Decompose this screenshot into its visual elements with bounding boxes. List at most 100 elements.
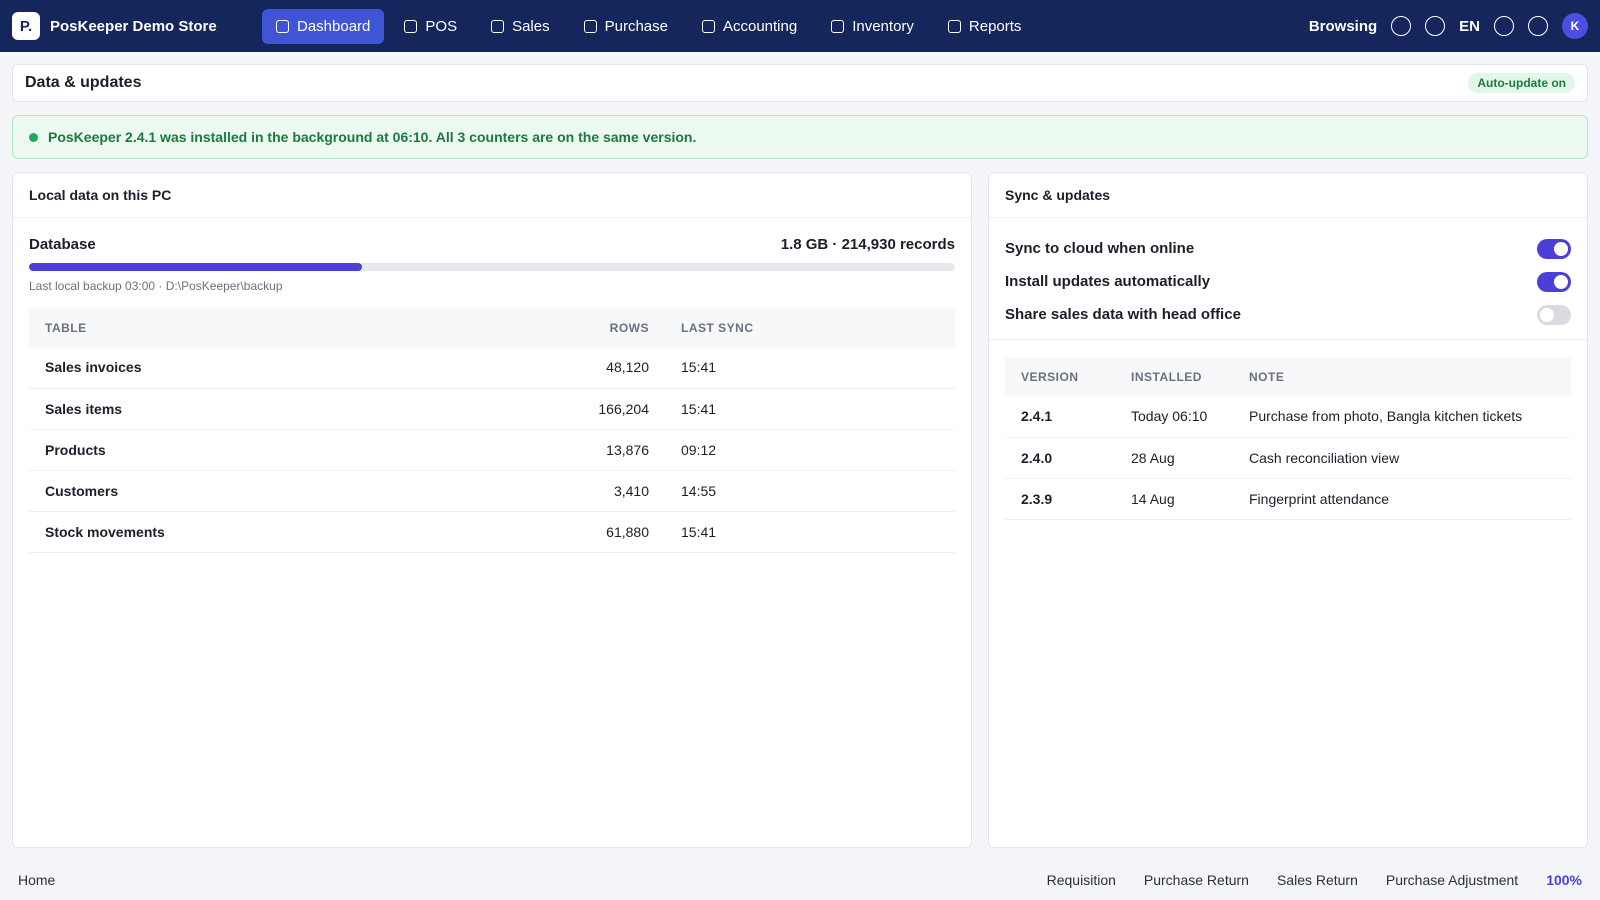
nav-inventory[interactable]: Inventory [817, 9, 928, 44]
sync-settings: Sync to cloud when online Install update… [989, 218, 1587, 340]
row-last-sync: 15:41 [665, 388, 955, 430]
row-last-sync: 15:41 [665, 511, 955, 553]
help-icon[interactable] [1425, 16, 1446, 36]
version-history-table: VERSION INSTALLED NOTE 2.4.1 Today 06:10 P… [1005, 358, 1571, 520]
row-installed: 28 Aug [1115, 437, 1233, 479]
setting-sync-cloud: Sync to cloud when online [1005, 232, 1571, 265]
local-tables-table: TABLE ROWS LAST SYNC Sales invoices 48,12… [29, 309, 955, 553]
column-header-rows: ROWS [505, 309, 665, 347]
dashboard-icon [276, 19, 289, 33]
row-last-sync: 14:55 [665, 470, 955, 512]
column-header-last-sync: LAST SYNC [665, 309, 955, 347]
row-note: Purchase from photo, Bangla kitchen tick… [1233, 396, 1571, 438]
table-row[interactable]: Stock movements 61,880 15:41 [29, 511, 955, 553]
row-count: 3,410 [505, 470, 665, 512]
table-row[interactable]: Sales invoices 48,120 15:41 [29, 347, 955, 389]
sync-cloud-toggle[interactable] [1537, 238, 1571, 259]
row-name: Sales invoices [29, 347, 505, 389]
theme-icon[interactable] [1528, 16, 1548, 36]
avatar[interactable]: K [1562, 13, 1588, 39]
row-version: 2.3.9 [1005, 478, 1115, 520]
notification-icon[interactable] [1391, 16, 1412, 36]
local-data-panel: Local data on this PC Database 1.8 GB · … [12, 172, 972, 848]
top-right-controls: Browsing EN K [1309, 13, 1588, 39]
setting-label: Install updates automatically [1005, 273, 1211, 290]
store-name: PosKeeper Demo Store [50, 17, 217, 35]
panel-title: Local data on this PC [13, 173, 971, 218]
page-header: Data & updates Auto-update on [12, 64, 1588, 102]
footer-link-purchase-return[interactable]: Purchase Return [1143, 872, 1249, 888]
row-note: Cash reconciliation view [1233, 437, 1571, 479]
nav-label: Sales [512, 17, 550, 35]
row-installed: 14 Aug [1115, 478, 1233, 520]
row-count: 48,120 [505, 347, 665, 389]
page-title: Data & updates [25, 74, 142, 91]
row-last-sync: 15:41 [665, 347, 955, 389]
row-name: Products [29, 429, 505, 471]
nav-reports[interactable]: Reports [934, 9, 1036, 44]
install-banner: PosKeeper 2.4.1 was installed in the bac… [12, 115, 1588, 159]
panel-title: Sync & updates [989, 173, 1587, 218]
status-dot-icon [29, 132, 38, 142]
database-label: Database [29, 236, 96, 253]
table-row[interactable]: 2.3.9 14 Aug Fingerprint attendance [1005, 478, 1571, 520]
table-header-row: TABLE ROWS LAST SYNC [29, 309, 955, 347]
nav-label: Reports [968, 17, 1022, 35]
footer-home-link[interactable]: Home [18, 872, 56, 888]
zoom-level[interactable]: 100% [1546, 872, 1582, 888]
table-row[interactable]: 2.4.0 28 Aug Cash reconciliation view [1005, 437, 1571, 479]
setting-label: Share sales data with head office [1005, 306, 1241, 323]
setting-auto-updates: Install updates automatically [1005, 265, 1571, 298]
nav-label: Accounting [722, 17, 798, 35]
sales-icon [491, 19, 505, 33]
backup-info: Last local backup 03:00 · D:\PosKeeper\b… [29, 279, 283, 293]
main-nav: Dashboard POS Sales Purchase Accounting … [262, 8, 1036, 44]
app-logo: P. [12, 12, 40, 40]
setting-label: Sync to cloud when online [1005, 240, 1195, 257]
footer-link-purchase-adjustment[interactable]: Purchase Adjustment [1385, 872, 1519, 888]
footer-link-requisition[interactable]: Requisition [1046, 872, 1116, 888]
reports-icon [947, 19, 961, 33]
column-header-note: NOTE [1233, 358, 1571, 396]
row-name: Sales items [29, 388, 505, 430]
row-installed: Today 06:10 [1115, 396, 1233, 438]
auto-updates-toggle[interactable] [1537, 271, 1571, 292]
nav-pos[interactable]: POS [390, 9, 471, 44]
row-version: 2.4.0 [1005, 437, 1115, 479]
nav-label: Dashboard [297, 17, 371, 35]
column-header-version: VERSION [1005, 358, 1115, 396]
row-note: Fingerprint attendance [1233, 478, 1571, 520]
nav-purchase[interactable]: Purchase [570, 9, 682, 44]
accounting-icon [701, 19, 715, 33]
row-name: Customers [29, 470, 505, 512]
purchase-icon [583, 19, 597, 33]
nav-label: Purchase [604, 17, 668, 35]
sync-updates-panel: Sync & updates Sync to cloud when online… [988, 172, 1588, 848]
table-row[interactable]: Customers 3,410 14:55 [29, 470, 955, 512]
share-sales-toggle[interactable] [1537, 304, 1571, 325]
database-usage-bar [29, 263, 955, 271]
row-count: 61,880 [505, 511, 665, 553]
pos-icon [404, 19, 418, 33]
row-count: 13,876 [505, 429, 665, 471]
column-header-table: TABLE [29, 309, 505, 347]
nav-accounting[interactable]: Accounting [688, 9, 811, 44]
language-switch[interactable]: EN [1459, 17, 1480, 35]
table-row[interactable]: Products 13,876 09:12 [29, 429, 955, 471]
row-count: 166,204 [505, 388, 665, 430]
inventory-icon [831, 19, 845, 33]
mode-label: Browsing [1308, 17, 1378, 35]
table-row[interactable]: Sales items 166,204 15:41 [29, 388, 955, 430]
nav-dashboard[interactable]: Dashboard [262, 8, 385, 44]
settings-icon[interactable] [1494, 16, 1514, 36]
brand[interactable]: P. PosKeeper Demo Store [12, 12, 262, 40]
table-row[interactable]: 2.4.1 Today 06:10 Purchase from photo, Ban… [1005, 396, 1571, 438]
table-header-row: VERSION INSTALLED NOTE [1005, 358, 1571, 396]
banner-message: PosKeeper 2.4.1 was installed in the bac… [48, 129, 697, 145]
footer-link-sales-return[interactable]: Sales Return [1276, 872, 1358, 888]
nav-label: Inventory [852, 17, 914, 35]
nav-sales[interactable]: Sales [477, 9, 564, 44]
column-header-installed: INSTALLED [1115, 358, 1233, 396]
database-stats: 1.8 GB · 214,930 records [780, 236, 955, 253]
setting-share-sales: Share sales data with head office [1005, 298, 1571, 331]
